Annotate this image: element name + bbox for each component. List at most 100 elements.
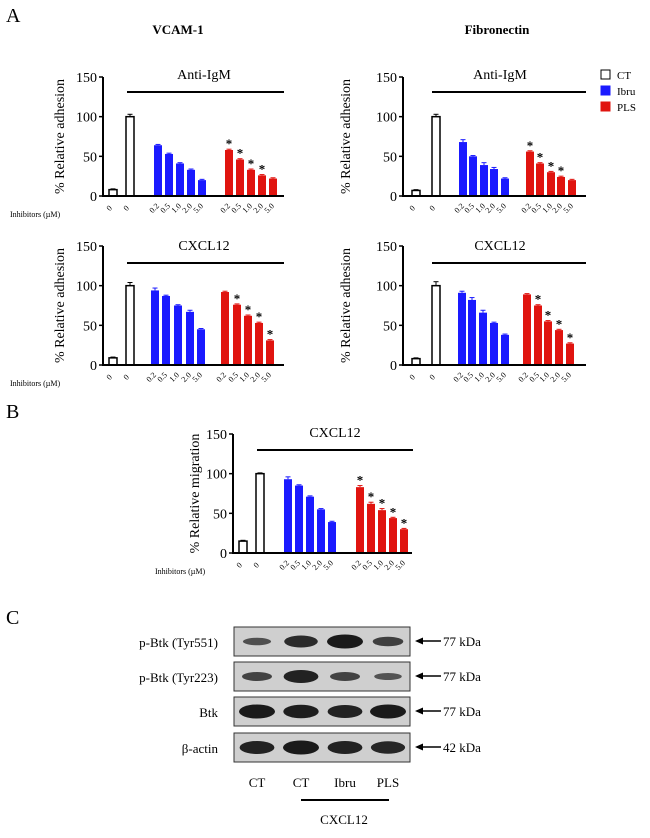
bar-pls (547, 172, 555, 196)
y-tick-label: 0 (220, 547, 227, 562)
bar-ibru (468, 299, 476, 365)
x-tick-label: 0 (428, 204, 437, 213)
y-tick-label: 100 (76, 111, 97, 126)
bar-ibru (165, 153, 173, 196)
y-tick-label: 100 (376, 280, 397, 295)
bar-ct (255, 472, 265, 554)
chart-title: CXCL12 (178, 239, 229, 254)
x-tick-label: 0 (105, 373, 114, 382)
bar-ct (238, 540, 248, 554)
arrow-head-icon (415, 743, 423, 751)
y-tick-label: 100 (76, 280, 97, 295)
bar-ibru (284, 479, 292, 553)
bar-pls (269, 178, 277, 196)
y-axis-label: % Relative adhesion (339, 79, 354, 194)
bar-ibru (162, 295, 170, 365)
y-tick-label: 50 (383, 150, 397, 165)
y-axis-label: % Relative migration (188, 434, 203, 554)
blot-band (283, 670, 319, 683)
bar-ibru (176, 163, 184, 196)
blot-band (283, 740, 319, 755)
significance-star: * (248, 156, 255, 171)
bar-ibru (317, 509, 325, 553)
x-tick-label: 0 (428, 373, 437, 382)
bar-pls (526, 151, 534, 196)
x-tick-label: 5.0 (495, 202, 508, 215)
x-tick-label: 5.0 (562, 202, 575, 215)
y-tick-label: 0 (390, 190, 397, 205)
y-tick-label: 150 (76, 240, 97, 255)
bar-ibru (459, 142, 467, 196)
x-tick-label: 0 (235, 561, 244, 570)
significance-star: * (267, 327, 274, 342)
chart-title: CXCL12 (309, 426, 360, 441)
significance-star: * (548, 158, 555, 173)
treatment-label: CXCL12 (320, 812, 368, 827)
bar-pls (544, 321, 552, 365)
molecular-weight-label: 77 kDa (443, 669, 481, 684)
x-tick-label: 5.0 (495, 371, 508, 384)
legend: CT Ibru PLS (600, 69, 636, 114)
x-tick-label: 0 (408, 204, 417, 213)
legend-swatch-pls (600, 101, 611, 112)
chart-title: CXCL12 (474, 239, 525, 254)
bar-ibru (328, 522, 336, 553)
x-tick-label: 5.0 (263, 202, 276, 215)
bar-ibru (469, 156, 477, 196)
bar-pls (536, 163, 544, 196)
x-tick-label: 5.0 (260, 371, 273, 384)
chart-title: Anti-IgM (473, 68, 527, 83)
inhibitors-label: Inhibitors (µM) (10, 379, 60, 388)
bar-ibru (490, 169, 498, 196)
bar-ibru (306, 496, 314, 553)
significance-star: * (537, 150, 544, 165)
bar-ibru (187, 169, 195, 196)
blot-row-label: p-Btk (Tyr551) (139, 635, 218, 650)
blot-row-label: β-actin (182, 741, 219, 756)
bar-pls (225, 149, 233, 196)
y-tick-label: 50 (83, 150, 97, 165)
significance-star: * (234, 291, 241, 306)
significance-star: * (545, 308, 552, 323)
bar-pls (568, 180, 576, 196)
inhibitors-label: Inhibitors (µM) (155, 567, 205, 576)
western-blot: p-Btk (Tyr551) 77 kDa p-Btk (Tyr223) 77 kDa… (139, 626, 481, 827)
blot-band (370, 741, 406, 754)
significance-star: * (535, 292, 542, 307)
significance-star: * (259, 162, 266, 177)
legend-label-ct: CT (617, 70, 631, 82)
bar-pls (534, 305, 542, 365)
bar-pls (557, 176, 565, 196)
bar-ibru (154, 145, 162, 196)
bar-ct (108, 357, 118, 366)
x-tick-label: 0 (408, 373, 417, 382)
significance-star: * (390, 504, 397, 519)
panel-label-a: A (6, 5, 21, 27)
significance-star: * (256, 309, 263, 324)
blot-band (327, 705, 363, 718)
bar-pls (258, 175, 266, 196)
bar-ibru (490, 322, 498, 365)
arrow-head-icon (415, 672, 423, 680)
x-tick-label: 5.0 (322, 559, 335, 572)
legend-swatch-ct (600, 69, 611, 80)
significance-star: * (556, 316, 563, 331)
y-axis-label: % Relative adhesion (53, 79, 68, 194)
legend-label-pls: PLS (617, 102, 636, 114)
panel-label-c: C (6, 607, 19, 629)
significance-star: * (226, 136, 233, 151)
column-title-fibronectin: Fibronectin (465, 22, 531, 37)
blot-band (239, 741, 275, 754)
bar-pls (367, 503, 375, 553)
significance-star: * (527, 138, 534, 153)
bar-ibru (480, 165, 488, 196)
chart-title: Anti-IgM (177, 68, 231, 83)
x-tick-label: 5.0 (560, 371, 573, 384)
bar-pls (356, 487, 364, 553)
bar-pls (236, 159, 244, 196)
x-tick-label: 0 (105, 204, 114, 213)
bar-ibru (501, 334, 509, 365)
bar-pls (233, 304, 241, 365)
